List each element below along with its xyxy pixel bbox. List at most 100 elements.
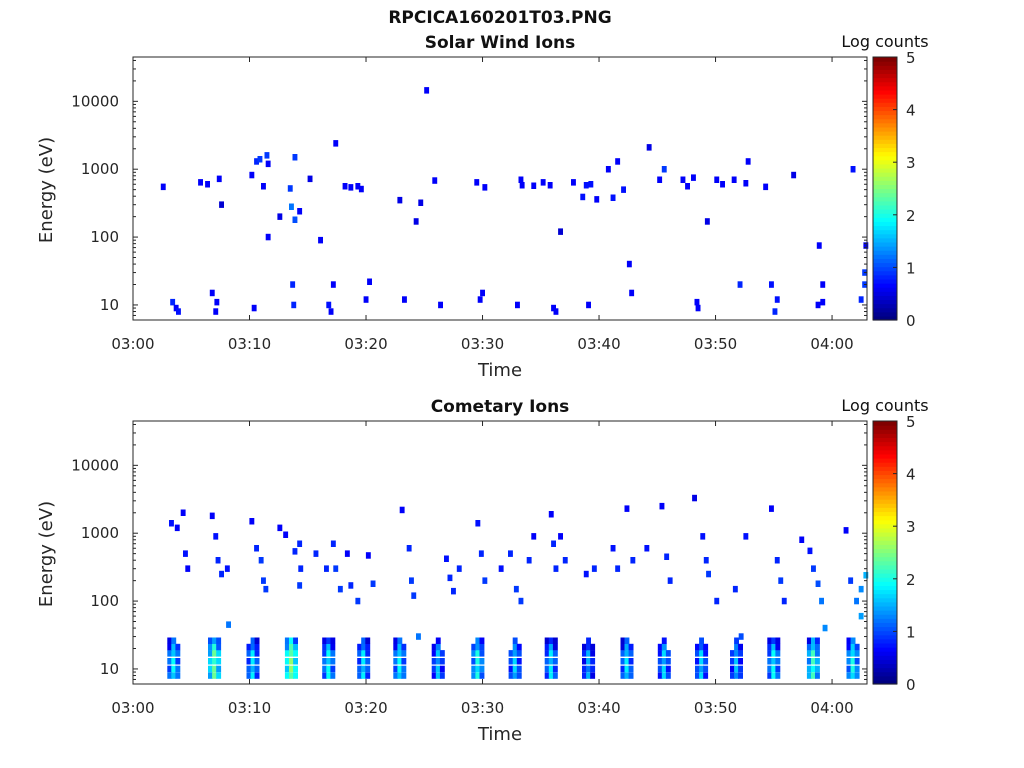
spectrogram-cell	[482, 577, 488, 584]
spectrogram-cell	[695, 650, 700, 657]
spectrogram-cell	[474, 179, 480, 186]
spectrogram-cell	[261, 183, 266, 190]
spectrogram-cell	[447, 574, 453, 582]
spectrogram-cell	[512, 658, 518, 665]
spectrogram-cell	[471, 672, 477, 679]
spectrogram-cell	[691, 174, 696, 181]
spectrogram-cell	[775, 643, 781, 651]
x-tick-label: 03:40	[577, 699, 620, 717]
spectrogram-cell	[250, 637, 256, 644]
spectrogram-cell	[846, 665, 852, 673]
spectrogram-cell	[558, 533, 563, 540]
spectrogram-cell	[292, 548, 298, 555]
spectrogram-cell	[185, 565, 191, 572]
spectrogram-cell	[732, 585, 738, 593]
spectrogram-cell	[731, 176, 737, 183]
spectrogram-cell	[175, 643, 181, 651]
spectrogram-cell	[365, 650, 371, 657]
spectrogram-cell	[291, 301, 297, 309]
spectrogram-cell	[393, 658, 399, 665]
spectrogram-cell	[699, 637, 704, 644]
spectrogram-cell	[167, 643, 173, 651]
spectrogram-cell	[583, 570, 589, 578]
spectrogram-cell	[208, 637, 213, 644]
spectrogram-cell	[322, 643, 328, 651]
spectrogram-cell	[615, 158, 621, 165]
colorbar-label: Log counts	[841, 32, 928, 51]
spectrogram-cell	[326, 301, 332, 309]
spectrogram-cell	[246, 643, 252, 651]
spectrogram-cell	[580, 193, 586, 201]
spectrogram-cell	[774, 296, 780, 303]
spectrogram-cell	[548, 637, 554, 644]
spectrogram-cell	[552, 643, 558, 651]
spectrogram-cell	[620, 643, 626, 651]
spectrogram-cell	[544, 672, 550, 679]
spectrogram-cell	[628, 643, 634, 651]
spectrogram-cells	[160, 87, 869, 315]
spectrogram-cell	[738, 650, 743, 657]
spectrogram-cell	[393, 672, 399, 679]
spectrogram-cell	[307, 175, 313, 183]
spectrogram-cell	[246, 672, 252, 679]
spectrogram-cell	[365, 658, 371, 665]
spectrogram-cell	[531, 533, 537, 540]
spectrogram-cell	[418, 199, 424, 206]
spectrogram-cell	[250, 672, 256, 679]
spectrogram-cell	[854, 672, 860, 679]
spectrogram-cell	[763, 183, 769, 191]
spectrogram-cell	[547, 182, 553, 189]
spectrogram-cell	[531, 182, 537, 189]
spectrogram-cell	[326, 637, 332, 644]
spectrogram-cell	[657, 643, 663, 651]
spectrogram-cell	[167, 672, 173, 679]
spectrogram-cells	[167, 494, 869, 679]
spectrogram-cell	[624, 672, 630, 679]
spectrogram-cell	[850, 658, 856, 665]
spectrogram-cell	[477, 296, 483, 303]
spectrogram-cell	[551, 304, 556, 312]
spectrogram-cell	[431, 650, 437, 657]
y-tick-label: 10	[100, 296, 119, 314]
colorbar-tick-label: 3	[906, 154, 916, 172]
spectrogram-cell	[548, 511, 554, 518]
spectrogram-cell	[289, 665, 294, 673]
spectrogram-cell	[435, 643, 441, 651]
spectrogram-cell	[630, 557, 636, 564]
spectrogram-cell	[512, 665, 518, 673]
spectrogram-cell	[518, 176, 524, 183]
spectrogram-cell	[858, 585, 864, 593]
spectrogram-cell	[361, 665, 367, 673]
spectrogram-cell	[416, 633, 421, 640]
spectrogram-cell	[703, 643, 709, 651]
spectrogram-cell	[646, 144, 652, 151]
spectrogram-cell	[512, 643, 518, 651]
spectrogram-cell	[208, 650, 213, 657]
x-tick-label: 03:20	[344, 335, 387, 353]
spectrogram-cell	[661, 643, 667, 651]
spectrogram-cell	[160, 183, 166, 191]
spectrogram-cell	[775, 672, 781, 679]
spectrogram-cell	[582, 658, 587, 665]
spectrogram-cell	[471, 650, 477, 657]
spectrogram-cell	[657, 176, 663, 183]
x-tick-label: 03:30	[461, 335, 504, 353]
spectrogram-cell	[720, 181, 725, 188]
spectrogram-cell	[249, 171, 255, 179]
spectrogram-cell	[216, 658, 222, 665]
spectrogram-cell	[767, 672, 773, 679]
spectrogram-cell	[213, 533, 219, 540]
spectrogram-cell	[811, 665, 816, 673]
spectrogram-cell	[661, 650, 667, 657]
spectrogram-cell	[621, 186, 626, 193]
x-tick-label: 03:30	[461, 699, 504, 717]
spectrogram-cell	[439, 658, 445, 665]
spectrogram-cell	[471, 665, 477, 673]
spectrogram-cell	[518, 597, 524, 605]
spectrogram-cell	[540, 179, 546, 186]
spectrogram-cell	[289, 643, 294, 651]
spectrogram-cell	[289, 658, 294, 665]
spectrogram-cell	[471, 643, 477, 651]
spectrogram-cell	[767, 650, 773, 657]
spectrogram-cell	[348, 582, 354, 589]
